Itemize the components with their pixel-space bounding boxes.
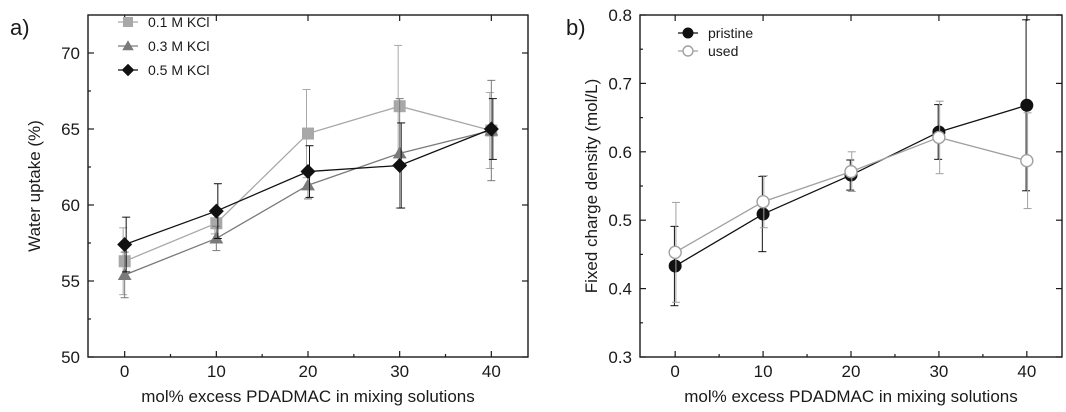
y-tick-label: 55 bbox=[61, 272, 80, 291]
open-circle-marker bbox=[932, 130, 946, 145]
legend-label: used bbox=[708, 43, 738, 59]
series-pristine bbox=[668, 19, 1034, 307]
filled-circle-marker bbox=[756, 207, 770, 221]
triangle-marker bbox=[392, 146, 407, 159]
x-tick-label: 20 bbox=[842, 362, 861, 381]
y-tick-label: 0.8 bbox=[608, 6, 632, 25]
series-0-3-m-kcl bbox=[117, 79, 499, 299]
open-circle-marker bbox=[756, 195, 770, 209]
diamond-marker bbox=[392, 157, 408, 173]
triangle-marker bbox=[122, 40, 134, 51]
diamond-marker bbox=[117, 237, 133, 253]
plot-frame bbox=[639, 14, 1063, 358]
series-used bbox=[668, 100, 1034, 303]
square-marker bbox=[302, 127, 314, 140]
legend-label: pristine bbox=[708, 25, 753, 41]
y-tick-label: 0.5 bbox=[608, 211, 632, 230]
legend: pristine used bbox=[678, 25, 753, 59]
x-tick-label: 30 bbox=[929, 362, 948, 381]
diamond-marker bbox=[300, 164, 316, 180]
y-axis-title: Fixed charge density (mol/L) bbox=[582, 79, 601, 293]
y-tick-label: 70 bbox=[61, 44, 80, 63]
y-axis-title: Water uptake (%) bbox=[25, 120, 44, 252]
diamond-marker bbox=[483, 121, 499, 137]
y-tick-label: 0.3 bbox=[608, 348, 632, 367]
diamond-marker bbox=[208, 203, 224, 219]
diamond-marker bbox=[121, 63, 135, 77]
panel-label: a) bbox=[10, 15, 30, 40]
open-circle-marker bbox=[668, 245, 682, 260]
legend: 0.1 M KCl 0.3 M KCl 0.5 M KCl bbox=[118, 14, 209, 78]
series-0-5-m-kcl bbox=[117, 98, 499, 273]
filled-circle-marker bbox=[682, 27, 694, 39]
y-tick-label: 60 bbox=[61, 196, 80, 215]
legend-label: 0.5 M KCl bbox=[148, 62, 209, 78]
legend-label: 0.3 M KCl bbox=[148, 38, 209, 54]
triangle-marker bbox=[209, 231, 224, 244]
y-tick-label: 65 bbox=[61, 120, 80, 139]
open-circle-marker bbox=[682, 45, 694, 57]
x-axis-title: mol% excess PDADMAC in mixing solutions bbox=[141, 387, 475, 406]
open-circle-marker bbox=[844, 164, 858, 179]
x-tick-label: 40 bbox=[1017, 362, 1036, 381]
y-tick-label: 0.7 bbox=[608, 74, 632, 93]
filled-circle-marker bbox=[1020, 98, 1034, 112]
y-tick-label: 0.6 bbox=[608, 143, 632, 162]
x-axis-title: mol% excess PDADMAC in mixing solutions bbox=[684, 387, 1018, 406]
filled-circle-marker bbox=[668, 259, 682, 273]
x-tick-label: 20 bbox=[299, 362, 318, 381]
panel-label: b) bbox=[566, 15, 586, 40]
legend-label: 0.1 M KCl bbox=[148, 14, 209, 30]
panel-a: 0 10 20 30 40 50 55 60 65 70 mol% excess PDADMAC i… bbox=[10, 14, 529, 406]
x-tick-label: 10 bbox=[754, 362, 773, 381]
triangle-marker bbox=[117, 268, 132, 281]
y-tick-label: 50 bbox=[61, 348, 80, 367]
y-tick-label: 0.4 bbox=[608, 280, 632, 299]
triangle-marker bbox=[301, 178, 315, 191]
series-line bbox=[124, 129, 492, 276]
x-tick-label: 0 bbox=[120, 362, 129, 381]
series-line bbox=[674, 104, 1028, 267]
x-tick-label: 0 bbox=[670, 362, 679, 381]
x-tick-label: 40 bbox=[482, 362, 501, 381]
open-circle-marker bbox=[1020, 153, 1034, 168]
square-marker bbox=[123, 17, 133, 27]
x-tick-label: 10 bbox=[207, 362, 226, 381]
x-tick-label: 30 bbox=[390, 362, 409, 381]
panel-b: 0 10 20 30 40 0.3 0.4 0.5 0.6 0.7 0.8 mol% excess P… bbox=[566, 6, 1063, 406]
